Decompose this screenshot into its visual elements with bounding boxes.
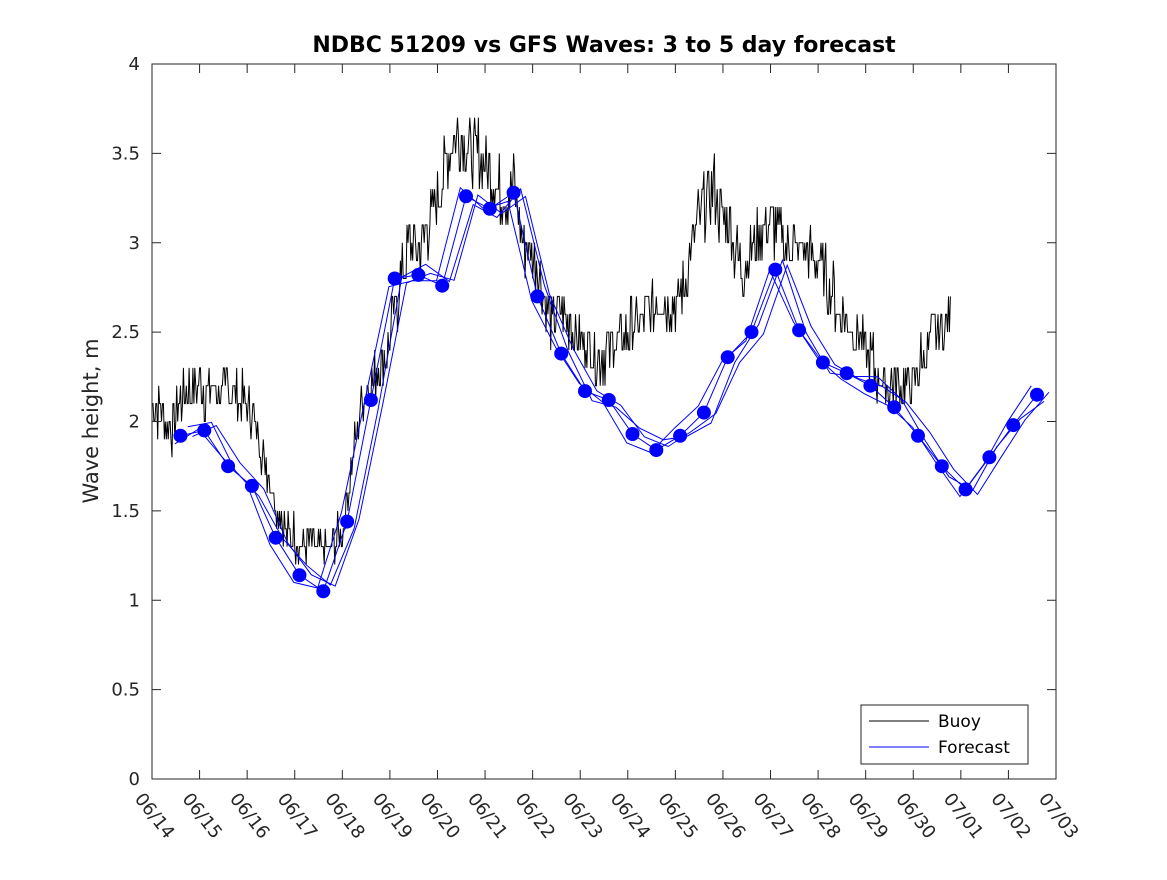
forecast-point	[934, 459, 949, 474]
forecast-point	[268, 530, 283, 545]
forecast-point	[649, 443, 664, 458]
y-tick-label: 1.5	[111, 501, 140, 522]
y-tick-label: 3	[129, 233, 140, 254]
forecast-point	[316, 584, 331, 599]
forecast-point	[221, 459, 236, 474]
forecast-point	[554, 346, 569, 361]
legend: Buoy Forecast	[860, 704, 1029, 765]
forecast-point	[482, 201, 497, 216]
y-tick-label: 0	[129, 769, 140, 790]
forecast-point	[911, 428, 925, 443]
forecast-point	[578, 384, 592, 399]
forecast-point	[625, 427, 640, 441]
y-tick-label: 3.5	[111, 143, 140, 164]
forecast-point	[292, 568, 307, 583]
forecast-point	[601, 393, 616, 407]
forecast-point	[1030, 387, 1044, 402]
forecast-point	[887, 400, 902, 415]
forecast-point	[792, 323, 807, 338]
legend-label-forecast: Forecast	[938, 738, 1010, 758]
forecast-point	[506, 185, 521, 200]
legend-label-buoy: Buoy	[938, 712, 981, 732]
forecast-point	[197, 423, 212, 438]
forecast-series	[173, 185, 1050, 599]
forecast-point	[696, 405, 711, 420]
forecast-point	[435, 278, 450, 293]
forecast-point	[459, 189, 473, 204]
y-axis-label: Wave height, m	[79, 338, 103, 503]
forecast-point	[815, 355, 830, 370]
forecast-point	[863, 378, 878, 393]
y-tick-label: 1	[129, 590, 140, 611]
forecast-point	[958, 482, 973, 497]
y-axis: 0 0.5 1 1.5 2 2.5 3 3.5 4	[111, 54, 1056, 790]
forecast-line	[192, 194, 1050, 587]
forecast-point	[340, 514, 355, 529]
plot-area	[152, 64, 1056, 779]
y-tick-label: 0.5	[111, 680, 140, 701]
chart-title: NDBC 51209 vs GFS Waves: 3 to 5 day fore…	[312, 33, 896, 58]
forecast-point	[673, 428, 688, 443]
buoy-line	[152, 117, 951, 565]
forecast-point	[387, 271, 402, 286]
y-tick-label: 4	[129, 54, 140, 75]
forecast-point	[411, 267, 426, 282]
forecast-point	[1006, 418, 1021, 433]
forecast-point	[720, 350, 735, 365]
y-tick-label: 2	[129, 412, 140, 433]
forecast-point	[363, 393, 378, 407]
buoy-series	[152, 117, 951, 565]
y-tick-label: 2.5	[111, 322, 140, 343]
forecast-point	[839, 366, 854, 381]
legend-box	[860, 704, 1029, 765]
forecast-point	[982, 450, 997, 465]
forecast-point	[244, 478, 259, 493]
forecast-point	[744, 325, 759, 340]
forecast-point	[173, 428, 188, 443]
forecast-point	[530, 289, 545, 304]
forecast-point	[768, 262, 783, 277]
